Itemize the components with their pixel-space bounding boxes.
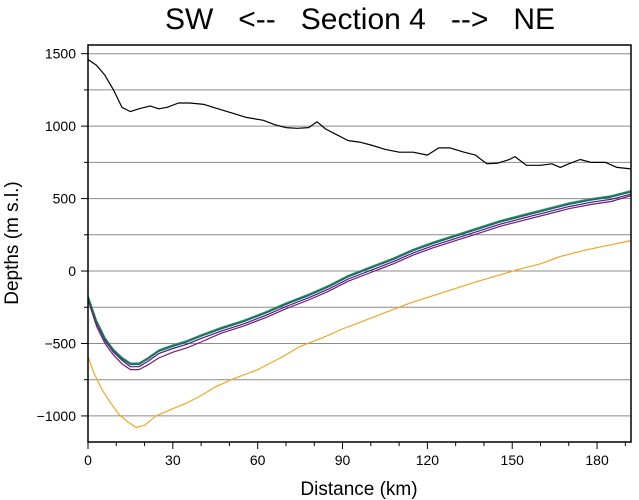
series-line [87,240,632,429]
y-tick-label: 1000 [45,118,76,134]
series-line [87,195,632,371]
grid [88,53,631,417]
x-tick-label: 30 [165,452,181,468]
y-tick-label: −1000 [37,408,77,424]
plot-frame [87,44,632,443]
x-tick-label: 90 [335,452,351,468]
series-line [87,191,632,366]
y-tick-label: 1500 [45,46,76,62]
x-tick-label: 180 [585,452,609,468]
x-tick-label: 120 [416,452,440,468]
series-line [87,190,632,364]
y-tick-label: 500 [53,191,77,207]
x-axis: 0 30 60 90 120 150 180 [84,442,626,468]
y-axis: −1000 −500 0 500 1000 1500 [37,46,88,424]
x-tick-label: 60 [250,452,266,468]
chart-title: SW <-- Section 4 --> NE [165,3,555,36]
y-tick-label: −500 [44,335,76,351]
x-tick-label: 0 [84,452,92,468]
series-line [87,59,632,170]
series-line [87,190,632,365]
y-axis-label: Depths (m s.l.) [2,181,23,305]
series-line [87,193,632,368]
series-group [87,59,632,429]
y-tick-label: 0 [68,263,76,279]
x-axis-label: Distance (km) [300,479,417,500]
x-tick-label: 150 [501,452,525,468]
